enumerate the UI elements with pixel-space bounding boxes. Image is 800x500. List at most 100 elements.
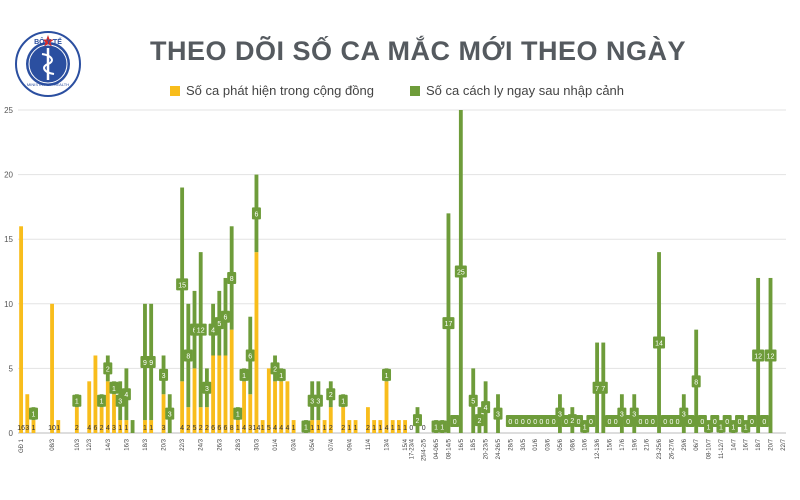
bar-community [74, 407, 79, 433]
data-label-box [103, 362, 113, 375]
bar-community [204, 407, 209, 433]
data-label-community: 1 [292, 425, 296, 432]
legend-label-quarantine: Số ca cách ly ngay sau nhập cảnh [426, 83, 625, 98]
data-label-community: 8 [230, 425, 234, 432]
x-tick-label: 28/3 [236, 438, 242, 450]
x-tick-label: 19/6 [632, 438, 638, 450]
bar-community [390, 420, 395, 433]
x-tick-label: 24/3 [199, 438, 205, 450]
data-label-community: 1 [397, 425, 401, 432]
bar-community [186, 407, 191, 433]
x-tick-label: 15/4 [403, 438, 409, 450]
bar-community [105, 381, 110, 433]
data-label-community: 5 [193, 425, 197, 432]
data-label-quarantine: 0 [638, 419, 642, 426]
data-label-quarantine: 0 [651, 419, 655, 426]
x-tick-label: 18/5 [471, 438, 477, 450]
bar-community [124, 420, 129, 433]
data-label-box [474, 414, 484, 427]
data-label-community: 1 [236, 425, 240, 432]
data-label-quarantine: 3 [620, 412, 624, 419]
x-tick-label: 01/4 [273, 438, 279, 450]
bar-community [254, 252, 259, 433]
data-label-box [97, 394, 107, 407]
data-label-quarantine: 3 [496, 412, 500, 419]
bar-community [118, 420, 123, 433]
bar-community [56, 420, 61, 433]
data-label-community: 2 [329, 425, 333, 432]
data-label-quarantine: 4 [211, 328, 215, 335]
data-label-box [121, 388, 131, 401]
bar-community [161, 394, 166, 433]
data-label-quarantine: 0 [645, 419, 649, 426]
data-label-quarantine: 4 [124, 392, 128, 399]
bar-community [87, 381, 92, 433]
data-label-quarantine: 8 [694, 379, 698, 386]
x-tick-label: 13/4 [385, 438, 391, 450]
bar-community [310, 420, 315, 433]
bar-community [266, 368, 271, 433]
data-label-box [481, 401, 491, 414]
data-label-quarantine: 0 [688, 419, 692, 426]
x-tick-label: 29/6 [682, 438, 688, 450]
data-label-community: 5 [267, 425, 271, 432]
data-label-quarantine: 12 [754, 353, 762, 360]
data-label-community: 3 [25, 425, 29, 432]
legend-item-community: Số ca phát hiện trong cộng đồng [170, 83, 374, 98]
data-label-quarantine: 0 [508, 419, 512, 426]
data-label-quarantine: 0 [663, 419, 667, 426]
data-label-quarantine: 2 [416, 418, 420, 425]
data-label-community: 1 [310, 425, 314, 432]
data-label-quarantine: 3 [168, 412, 172, 419]
data-label-box [165, 407, 175, 420]
data-label-community: 1 [323, 425, 327, 432]
data-label-community: 1 [149, 425, 153, 432]
data-label-quarantine: 14 [655, 341, 663, 348]
data-label-box [159, 368, 169, 381]
data-label-quarantine: 0 [552, 419, 556, 426]
data-label-quarantine: 0 [577, 419, 581, 426]
data-label-quarantine: 8 [230, 276, 234, 283]
x-tick-label: 16/3 [124, 438, 130, 450]
data-label-quarantine: 0 [750, 419, 754, 426]
x-tick-label: GĐ 1 [19, 438, 25, 453]
data-label-quarantine: 12 [767, 353, 775, 360]
data-label-quarantine: 2 [477, 418, 481, 425]
x-tick-label: 07/4 [329, 438, 335, 450]
x-tick-label: 17/6 [620, 438, 626, 450]
data-label-quarantine: 3 [558, 412, 562, 419]
y-tick-label: 25 [4, 106, 13, 115]
bar-community [112, 394, 116, 433]
x-tick-label: 24-26/5 [496, 438, 502, 459]
chart-legend: Số ca phát hiện trong cộng đồng Số ca cá… [170, 83, 690, 103]
data-label-community: 3 [248, 425, 252, 432]
x-tick-label: 08-14/5 [446, 438, 452, 459]
legend-item-quarantine: Số ca cách ly ngay sau nhập cảnh [410, 83, 624, 98]
x-tick-label: 08/6 [570, 438, 576, 450]
data-label-box [276, 368, 286, 381]
data-label-box [239, 368, 249, 381]
data-label-quarantine: 0 [614, 419, 618, 426]
data-label-box [202, 381, 212, 394]
data-label-quarantine: 1 [719, 425, 723, 432]
bar-community [328, 407, 333, 433]
data-label-quarantine: 1 [32, 412, 36, 419]
data-label-box [752, 349, 765, 362]
data-label-quarantine: 4 [484, 405, 488, 412]
data-label-box [653, 336, 666, 349]
bar-community [180, 381, 185, 433]
x-tick-label: 16/5 [459, 438, 465, 450]
data-label-quarantine: 0 [564, 419, 568, 426]
data-label-quarantine: 1 [341, 399, 345, 406]
bar-community [403, 420, 408, 433]
bar-community [322, 420, 327, 433]
x-tick-label: 09/4 [347, 438, 353, 450]
data-label-community: 2 [100, 425, 104, 432]
data-label-quarantine: 0 [676, 419, 680, 426]
data-label-box [454, 265, 467, 278]
data-label-quarantine: 0 [700, 419, 704, 426]
data-label-quarantine: 2 [106, 366, 110, 373]
data-label-quarantine: 2 [273, 366, 277, 373]
data-label-quarantine: 6 [248, 353, 252, 360]
bar-community [353, 420, 358, 433]
